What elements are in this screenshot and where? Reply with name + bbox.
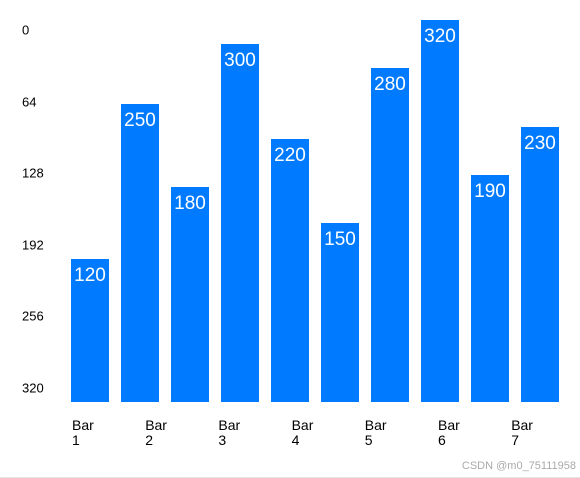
x-tick-label: Bar 4 xyxy=(291,417,314,448)
bar xyxy=(71,258,109,402)
y-tick-label: 256 xyxy=(22,308,44,324)
y-tick-label: 320 xyxy=(22,380,44,396)
x-tick-label: Bar 3 xyxy=(218,417,241,448)
watermark: CSDN @m0_75111958 xyxy=(461,460,576,472)
y-tick-label: 128 xyxy=(22,165,44,181)
y-tick-label: 192 xyxy=(22,237,44,253)
value-label: 230 xyxy=(524,133,556,155)
value-label: 190 xyxy=(474,181,506,203)
value-label: 300 xyxy=(224,49,256,71)
value-label: 220 xyxy=(274,145,306,167)
x-tick-label: Bar 6 xyxy=(438,417,460,448)
bar xyxy=(521,127,559,402)
value-label: 250 xyxy=(124,109,156,131)
bar xyxy=(121,103,159,402)
bar xyxy=(421,20,459,402)
x-tick-label: Bar 5 xyxy=(364,417,387,448)
bar xyxy=(171,187,209,402)
value-label: 120 xyxy=(74,264,106,286)
y-tick-label: 0 xyxy=(22,22,30,38)
value-label: 150 xyxy=(324,228,356,250)
value-label: 320 xyxy=(424,26,456,47)
value-label: 280 xyxy=(374,73,406,95)
y-tick-label: 64 xyxy=(22,94,37,110)
bar xyxy=(471,175,509,402)
bar xyxy=(221,43,259,402)
x-tick-label: Bar 1 xyxy=(72,417,94,448)
x-tick-label: Bar 2 xyxy=(145,417,167,448)
bar xyxy=(321,222,359,402)
bar xyxy=(271,139,309,402)
bar xyxy=(371,67,409,402)
x-tick-label: Bar 7 xyxy=(511,417,533,448)
value-label: 180 xyxy=(174,193,206,215)
